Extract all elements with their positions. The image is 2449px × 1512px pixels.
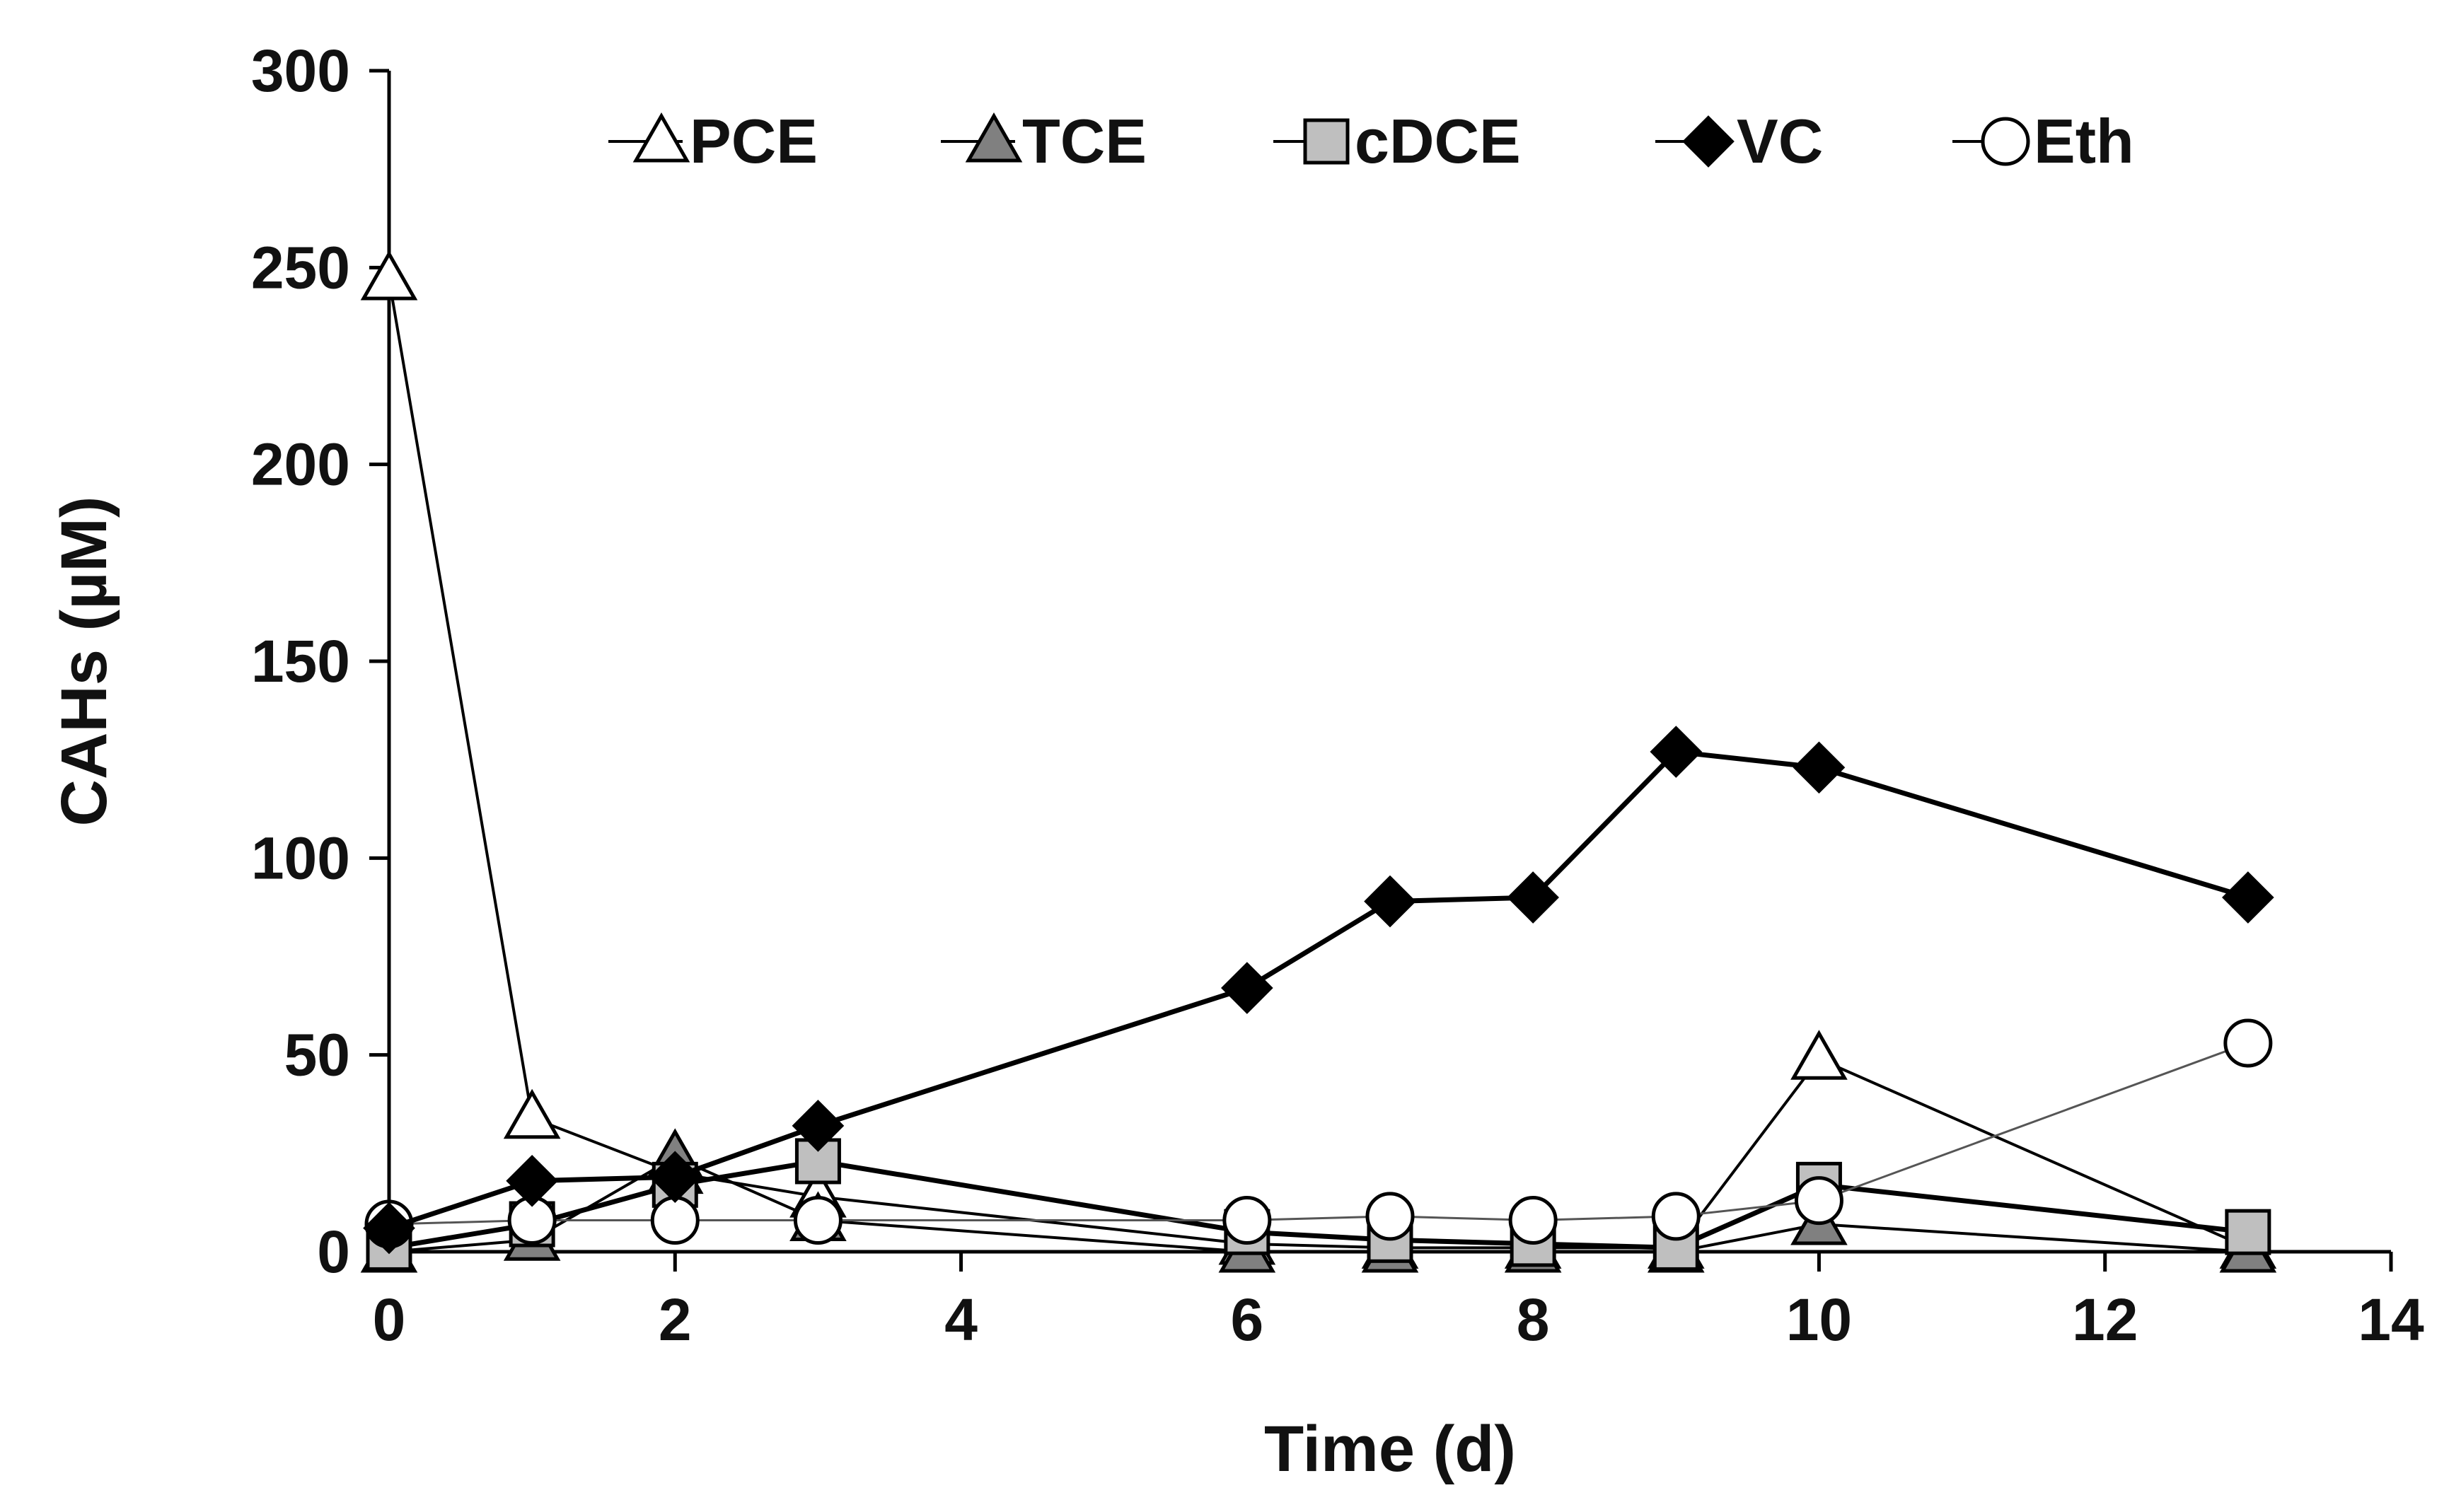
- cdce-line: [388, 1158, 2249, 1250]
- legend-item-eth: Eth: [1952, 106, 2134, 176]
- legend-marker-pce: [632, 112, 690, 163]
- vc-line: [388, 749, 2249, 1231]
- vc-point: [1364, 875, 1416, 928]
- legend-marker-vc: [1682, 115, 1735, 168]
- x-tick-label: 14: [2358, 1286, 2424, 1353]
- series-layer: [360, 250, 2277, 1273]
- eth-point: [1651, 1192, 1701, 1241]
- x-tick-label: 0: [373, 1286, 406, 1353]
- y-tick-label: 0: [317, 1219, 350, 1285]
- vc-point: [363, 1202, 415, 1255]
- y-tick-label: 250: [251, 234, 350, 301]
- legend-item-vc: VC: [1655, 106, 1823, 176]
- eth-point: [793, 1195, 843, 1245]
- legend-item-tce: TCE: [941, 106, 1147, 176]
- legend-label: VC: [1737, 106, 1823, 176]
- eth-point: [1222, 1195, 1272, 1245]
- axes: 0 50 100 150 200 250 300 0 2 4 6 8 10 12 14: [251, 37, 2424, 1353]
- legend-label: Eth: [2034, 106, 2134, 176]
- vc-point: [1221, 962, 1273, 1014]
- legend-marker-tce: [965, 112, 1023, 163]
- eth-point: [1508, 1195, 1558, 1245]
- legend-item-pce: PCE: [608, 106, 818, 176]
- eth-point: [1365, 1192, 1415, 1241]
- x-tick-label: 8: [1517, 1286, 1550, 1353]
- eth-point: [1794, 1176, 1843, 1226]
- y-tick-label: 50: [284, 1022, 350, 1088]
- vc-point: [649, 1151, 702, 1204]
- cdce-point: [2225, 1209, 2271, 1255]
- tce-line: [388, 1156, 2248, 1253]
- x-tick-label: 12: [2072, 1286, 2138, 1353]
- series-cdce: [366, 1138, 2271, 1271]
- x-axis-title: Time (d): [1264, 1413, 1516, 1485]
- pce-point: [503, 1088, 561, 1139]
- vc-point: [1650, 726, 1703, 778]
- vc-point: [2222, 871, 2274, 924]
- legend-label: TCE: [1022, 106, 1147, 176]
- y-tick-label: 200: [251, 431, 350, 498]
- x-tick-label: 2: [659, 1286, 692, 1353]
- y-tick-label: 100: [251, 825, 350, 891]
- legend-marker-cdce: [1303, 118, 1350, 165]
- series-vc: [363, 726, 2274, 1255]
- x-tick-label: 4: [944, 1286, 978, 1353]
- eth-point: [650, 1195, 700, 1245]
- vc-point: [506, 1154, 558, 1207]
- legend-label: PCE: [690, 106, 818, 176]
- pce-point: [1790, 1030, 1848, 1080]
- legend-label: cDCE: [1355, 106, 1521, 176]
- legend: PCE TCE cDCE VC Eth: [608, 106, 2134, 176]
- eth-point: [2223, 1018, 2273, 1068]
- vc-point: [1507, 871, 1559, 924]
- y-tick-label: 300: [251, 37, 350, 104]
- y-axis-title: CAHs (µM): [48, 496, 120, 827]
- x-tick-label: 6: [1230, 1286, 1263, 1353]
- x-tick-label: 10: [1786, 1286, 1852, 1353]
- pce-point: [360, 250, 418, 301]
- vc-point: [792, 1100, 845, 1152]
- legend-marker-eth: [1981, 117, 2030, 166]
- pce-line: [388, 279, 2249, 1250]
- series-eth: [364, 1018, 2273, 1249]
- y-tick-label: 150: [251, 628, 350, 694]
- legend-item-cdce: cDCE: [1273, 106, 1521, 176]
- series-pce: [360, 250, 2277, 1269]
- vc-point: [1793, 741, 1846, 794]
- eth-line: [388, 1042, 2249, 1226]
